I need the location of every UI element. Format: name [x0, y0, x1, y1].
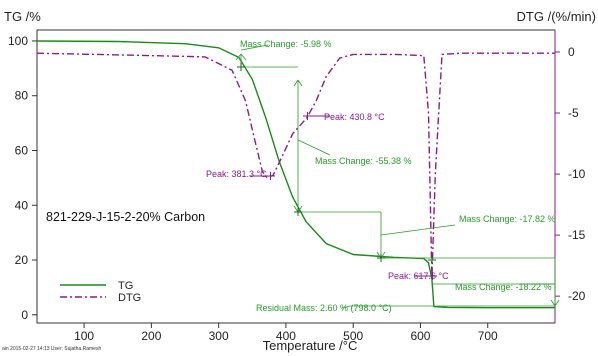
- annotation-mass-change-3: Mass Change: -17.82 %: [459, 214, 556, 224]
- legend-label-tg: TG: [118, 280, 133, 292]
- footer-info: ain 2015-02-27 14:13 User: Sujatha.Rames…: [2, 346, 102, 352]
- y-right-tick-label: -15: [568, 228, 586, 242]
- y-left-ticks: 0 20 40 60 80 100: [8, 34, 37, 322]
- peak-markers: [250, 112, 437, 280]
- annotation-peak-1: Peak: 430.8 °C: [324, 112, 385, 122]
- legend: TG DTG: [60, 280, 141, 304]
- x-tick-label: 700: [478, 329, 498, 343]
- sample-label: 821-229-J-15-2-20% Carbon: [46, 210, 205, 224]
- annotation-peak-3: Peak: 617.6 °C: [388, 271, 449, 281]
- y-left-tick-label: 0: [21, 308, 28, 322]
- x-axis-title: Temperature /°C: [263, 338, 358, 353]
- y-right-ticks: 0 -5 -10 -15 -20: [555, 45, 586, 303]
- y-axis-right-title: DTG /(%/min): [517, 9, 596, 24]
- plot-frame: [36, 29, 556, 324]
- x-tick-label: 400: [276, 329, 296, 343]
- tg-markers: [237, 63, 436, 264]
- annotation-peak-2: Peak: 381.3 °C: [206, 169, 267, 179]
- x-tick-label: 100: [74, 329, 94, 343]
- y-left-tick-label: 60: [15, 143, 29, 157]
- annotation-mass-change-2: Mass Change: -55.38 %: [315, 156, 412, 166]
- annotation-residual-mass: Residual Mass: 2.60 % (798.0 °C): [256, 303, 392, 313]
- y-left-tick-label: 20: [15, 253, 29, 267]
- x-tick-label: 300: [209, 329, 229, 343]
- y-right-tick-label: 0: [568, 45, 575, 59]
- annotation-mass-change-1: Mass Change: -5.98 %: [240, 39, 332, 49]
- legend-label-dtg: DTG: [118, 292, 141, 304]
- y-left-tick-label: 40: [15, 198, 29, 212]
- x-tick-label: 500: [343, 329, 363, 343]
- y-right-tick-label: -10: [568, 167, 586, 181]
- annotation-mass-change-4: Mass Change: -18.22 %: [455, 282, 552, 292]
- x-tick-label: 200: [141, 329, 161, 343]
- y-right-tick-label: -5: [568, 106, 579, 120]
- series-line-dtg: [36, 52, 555, 278]
- y-axis-left-title: TG /%: [4, 9, 41, 24]
- y-left-tick-label: 80: [15, 89, 29, 103]
- annotation-guides: [235, 44, 560, 309]
- y-left-tick-label: 100: [8, 34, 28, 48]
- series-line-tg: [36, 40, 555, 309]
- x-tick-label: 600: [410, 329, 430, 343]
- x-ticks: 100 200 300 400 500 600 700: [74, 323, 498, 343]
- y-right-tick-label: -20: [568, 289, 586, 303]
